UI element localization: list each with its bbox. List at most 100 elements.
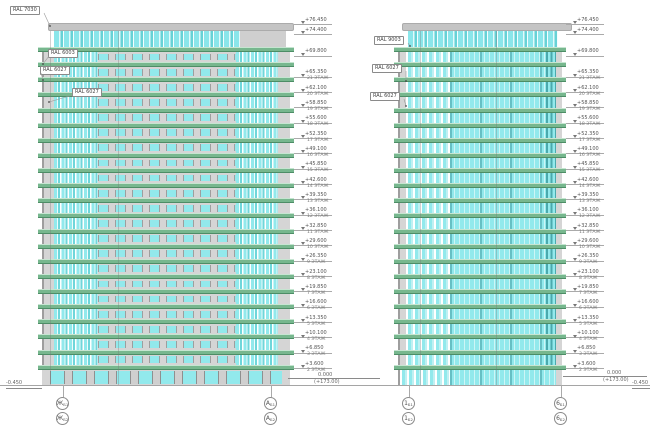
level-leader-line (294, 183, 332, 185)
window-band (98, 97, 236, 108)
floor-label: 11 ЭТАЖ (307, 229, 329, 235)
ral-callout: RAL 6003 (48, 49, 78, 58)
floor-label: 14 ЭТАЖ (307, 183, 329, 189)
facade-segment (278, 263, 290, 274)
grade-mark-left: -0.450 (6, 369, 42, 389)
facade-segment (400, 354, 406, 365)
facade-segment (450, 309, 546, 320)
facade-segment (278, 97, 290, 108)
facade-segment (398, 188, 400, 199)
facade-segment (236, 263, 278, 274)
ral-callout: RAL 7030 (10, 6, 40, 15)
level-leader-line (294, 168, 332, 170)
facade-segment (546, 203, 556, 214)
elevation-tick (301, 119, 305, 123)
facade-segment (54, 354, 98, 365)
elevation-tick (301, 150, 305, 154)
facade-segment (406, 203, 450, 214)
facade-segment (556, 339, 562, 350)
elevation-tick (573, 334, 577, 338)
facade-segment (42, 142, 44, 153)
level-marker: +49.100 16 ЭТАЖ (572, 146, 618, 159)
floor-label: 6 ЭТАЖ (579, 306, 598, 312)
axis-leader-line (271, 385, 272, 397)
facade-segment (54, 218, 98, 229)
facade-segment (398, 142, 400, 153)
balcony-band (38, 183, 294, 189)
elevation-tick (573, 89, 577, 93)
facade-segment (556, 157, 562, 168)
balcony-band (394, 349, 566, 355)
level-marker: +6.850 3 ЭТАЖ (572, 345, 618, 358)
floor-strip (42, 278, 290, 289)
level-marker: +32.850 11 ЭТАЖ (572, 223, 618, 236)
elevation-tick (301, 31, 305, 35)
window-band (98, 218, 236, 229)
level-marker: +62.100 20 ЭТАЖ (300, 85, 346, 98)
elevation-tick (301, 288, 305, 292)
facade-segment (236, 218, 278, 229)
facade-segment (278, 188, 290, 199)
balcony-band (38, 137, 294, 143)
facade-segment (236, 157, 278, 168)
facade-segment (54, 233, 98, 244)
facade-segment (42, 188, 44, 199)
level-leader-line (566, 55, 604, 57)
facade-segment (400, 233, 406, 244)
facade-segment (278, 67, 290, 78)
facade-segment (450, 218, 546, 229)
facade-segment (400, 339, 406, 350)
facade-segment (398, 203, 400, 214)
elevation-tick (573, 104, 577, 108)
facade-segment (398, 173, 400, 184)
facade-segment (406, 52, 450, 63)
floor-strip (42, 112, 290, 123)
facade-segment (406, 233, 450, 244)
ral-callout: RAL 6027 (372, 64, 402, 73)
facade-segment (400, 218, 406, 229)
axis-bubble: 6 Б1 (554, 397, 567, 410)
facade-segment (236, 203, 278, 214)
elevation-tick (573, 73, 577, 77)
floor-label: 20 ЭТАЖ (579, 91, 601, 97)
window-row (98, 295, 236, 303)
facade-segment (546, 294, 556, 305)
floor-strip (42, 248, 290, 259)
window-band (98, 203, 236, 214)
facade-segment (400, 52, 406, 63)
elevation-tick (573, 150, 577, 154)
level-value: +69.800 (305, 48, 327, 55)
facade-segment (42, 218, 44, 229)
elevation-tick (301, 242, 305, 246)
facade-segment (54, 142, 98, 153)
elevation-tick (573, 257, 577, 261)
balcony-band (38, 168, 294, 173)
level-leader-line (566, 275, 604, 277)
level-value: +45.850 (577, 161, 599, 168)
facade-segment (42, 127, 44, 138)
facade-segment (44, 263, 54, 274)
floor-strip (42, 67, 290, 78)
level-leader-line (294, 352, 332, 354)
datum-annotation-center: 0.000 (+173.00) (288, 372, 380, 385)
floor-strip (398, 324, 562, 335)
level-marker: +26.350 9 ЭТАЖ (572, 253, 618, 266)
facade-segment (556, 67, 562, 78)
level-value: +52.350 (577, 130, 599, 137)
level-marker: +10.100 4 ЭТАЖ (572, 330, 618, 343)
level-value: +62.100 (577, 84, 599, 91)
facade-segment (406, 294, 450, 305)
balcony-band (38, 122, 294, 128)
level-marker: +13.350 5 ЭТАЖ (300, 315, 346, 328)
level-marker: +74.400 (572, 27, 618, 35)
level-marker: +58.850 19 ЭТАЖ (572, 100, 618, 113)
floor-strip (398, 188, 562, 199)
window-band (98, 112, 236, 123)
floor-label: 6 ЭТАЖ (307, 306, 326, 312)
facade-segment (406, 188, 450, 199)
facade-segment (42, 294, 44, 305)
floor-label: 12 ЭТАЖ (579, 214, 601, 220)
facade-segment (236, 173, 278, 184)
facade-segment (406, 324, 450, 335)
facade-segment (278, 294, 290, 305)
